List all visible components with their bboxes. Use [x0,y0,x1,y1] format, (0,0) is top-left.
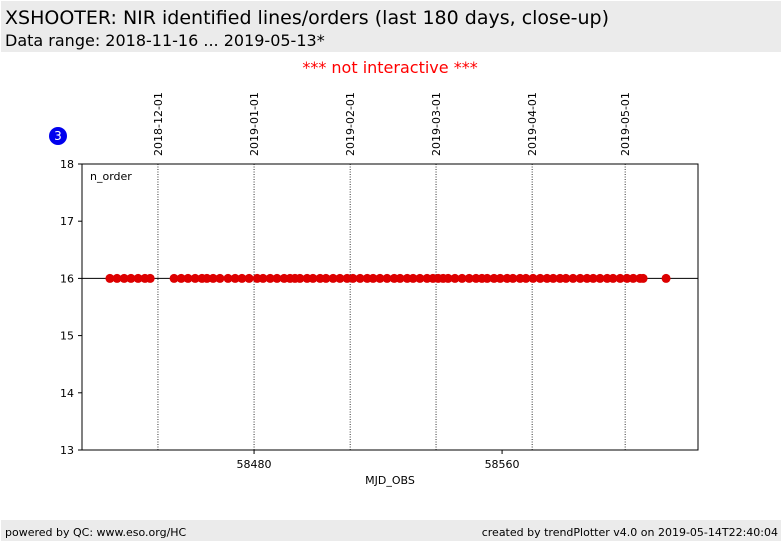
point [265,273,275,283]
point [575,273,585,283]
point [112,273,122,283]
point [355,273,365,283]
point [215,273,225,283]
point [244,273,254,283]
point [202,273,212,283]
date-label: 2019-01-01 [248,92,261,156]
point [375,273,385,283]
title: XSHOOTER: NIR identified lines/orders (l… [5,7,609,29]
point [508,273,518,283]
notice: *** not interactive *** [302,58,477,77]
point [443,273,453,283]
point [308,273,318,283]
y-label: n_order [90,170,132,183]
y-tick-label: 16 [60,272,74,285]
point [335,273,345,283]
footer-right: created by trendPlotter v4.0 on 2019-05-… [482,526,778,539]
y-tick-label: 18 [60,158,74,171]
point [169,273,179,283]
point [561,273,571,283]
badge: 3 [54,129,62,143]
point [568,273,578,283]
point [521,273,531,283]
point [105,273,115,283]
point [622,273,632,283]
subtitle: Data range: 2018-11-16 ... 2019-05-13* [5,31,325,50]
point [272,273,282,283]
point [415,273,425,283]
date-label: 2019-04-01 [526,92,539,156]
point [450,273,460,283]
point [295,273,305,283]
footer-left: powered by QC: www.eso.org/HC [5,526,187,539]
point [348,273,358,283]
y-tick-label: 13 [60,444,74,457]
point [457,273,467,283]
point [588,273,598,283]
y-tick-label: 17 [60,215,74,228]
plot-area [81,163,699,451]
y-tick-label: 14 [60,387,74,400]
point [190,273,200,283]
badge-circle [49,127,67,145]
point [628,273,638,283]
point [176,273,186,283]
point [258,273,268,283]
point [495,273,505,283]
x-tick-label: 58560 [485,458,520,471]
point [183,273,193,283]
point [223,273,233,283]
date-label: 2018-12-01 [152,92,165,156]
point [595,273,605,283]
footer [1,520,781,541]
point [535,273,545,283]
date-label: 2019-03-01 [430,92,443,156]
x-tick-label: 58480 [237,458,272,471]
point [542,273,552,283]
point [208,273,218,283]
point [638,273,648,283]
date-label: 2019-05-01 [619,92,632,156]
point [528,273,538,283]
point [382,273,392,283]
point [395,273,405,283]
point [119,273,129,283]
point [582,273,592,283]
point [464,273,474,283]
y-tick-label: 15 [60,330,74,343]
point [328,273,338,283]
point [548,273,558,283]
point [482,273,492,283]
point [133,273,143,283]
point [608,273,618,283]
header [1,1,781,52]
point [145,273,155,283]
point [489,273,499,283]
point [126,273,136,283]
point [321,273,331,283]
point [408,273,418,283]
point [230,273,240,283]
x-label: MJD_OBS [365,474,415,487]
point [615,273,625,283]
date-label: 2019-02-01 [344,92,357,156]
point [237,273,247,283]
point [368,273,378,283]
point [661,273,671,283]
